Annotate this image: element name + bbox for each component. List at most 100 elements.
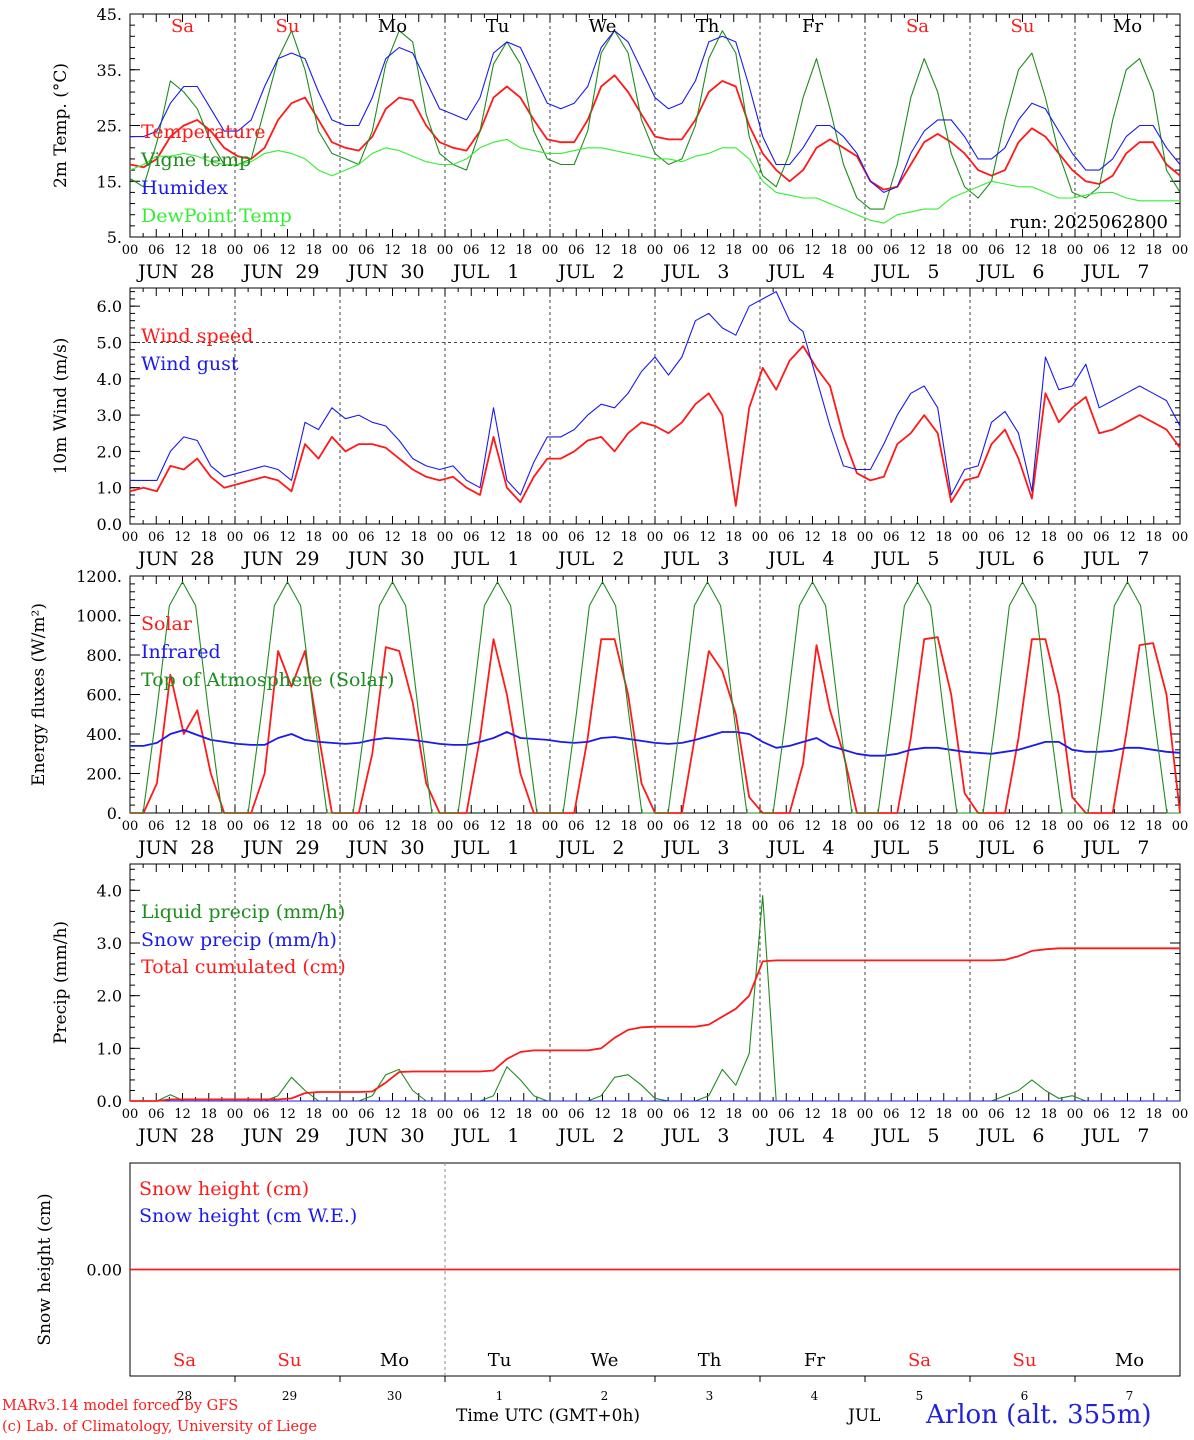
legend-entry: Snow height (cm) — [139, 1178, 309, 1200]
hour-tick-label: 18 — [1145, 243, 1162, 258]
date-label: JUN 28 — [136, 261, 215, 283]
date-label: JUL 7 — [1081, 1125, 1149, 1147]
hour-tick-label: 12 — [174, 530, 191, 545]
y-tick-label: 0.0 — [97, 515, 122, 534]
hour-tick-label: 12 — [384, 243, 401, 258]
hour-tick-label: 12 — [699, 243, 716, 258]
y-axis-label: Precip (mm/h) — [51, 921, 71, 1044]
series-vigne-temp — [129, 30, 1181, 210]
hour-tick-label: 06 — [673, 243, 690, 258]
hour-tick-label: 18 — [620, 1107, 637, 1122]
weekday-label: We — [589, 16, 617, 37]
hour-tick-label: 00 — [437, 243, 454, 258]
weekday-label: Mo — [1113, 16, 1142, 37]
date-label: JUN 28 — [136, 837, 215, 859]
series-wind-speed — [129, 345, 1181, 507]
hour-tick-label: 00 — [122, 1107, 139, 1122]
hour-tick-label: 00 — [437, 1107, 454, 1122]
date-label: JUL 6 — [976, 1125, 1044, 1147]
hour-tick-label: 18 — [725, 1107, 742, 1122]
day-number-label: 1 — [496, 1389, 504, 1403]
date-label: JUL 2 — [556, 1125, 624, 1147]
date-label: JUL 6 — [976, 548, 1044, 570]
hour-tick-label: 12 — [279, 530, 296, 545]
hour-tick-label: 18 — [515, 243, 532, 258]
hour-tick-label: 18 — [1145, 530, 1162, 545]
y-tick-label: 3.0 — [97, 406, 122, 425]
day-number-label: 4 — [811, 1389, 819, 1403]
panel-3-frame — [129, 575, 1181, 814]
y-tick-label: 4.0 — [97, 881, 122, 900]
y-tick-label: 400. — [86, 725, 122, 744]
hour-tick-label: 12 — [1014, 1107, 1031, 1122]
date-label: JUL 1 — [451, 1125, 519, 1147]
y-tick-label: 1.0 — [97, 1039, 122, 1058]
legend-entry: Solar — [141, 613, 193, 635]
weekday-label: Mo — [378, 16, 407, 37]
footer-time-axis: Time UTC (GMT+0h) — [456, 1406, 641, 1426]
hour-tick-label: 06 — [673, 530, 690, 545]
hour-tick-label: 06 — [883, 243, 900, 258]
hour-tick-label: 06 — [358, 1107, 375, 1122]
hour-tick-label: 00 — [1067, 819, 1084, 834]
y-axis-label: 10m Wind (m/s) — [51, 338, 71, 475]
series-infrared — [130, 729, 1181, 757]
hour-tick-label: 18 — [200, 1107, 217, 1122]
panel-1-frame — [129, 13, 1181, 238]
hour-tick-label: 00 — [1067, 1107, 1084, 1122]
date-label: JUL 7 — [1081, 837, 1149, 859]
day-number-label: 3 — [706, 1389, 714, 1403]
footer-month: JUL — [848, 1406, 881, 1426]
date-label: JUL 6 — [976, 837, 1044, 859]
hour-tick-label: 12 — [489, 819, 506, 834]
hour-tick-label: 06 — [463, 243, 480, 258]
hour-tick-label: 12 — [489, 243, 506, 258]
hour-tick-label: 18 — [305, 530, 322, 545]
hour-tick-label: 18 — [620, 243, 637, 258]
hour-tick-label: 00 — [227, 530, 244, 545]
hour-tick-label: 00 — [647, 243, 664, 258]
hour-tick-label: 12 — [909, 819, 926, 834]
date-label: JUN 29 — [241, 548, 320, 570]
hour-tick-label: 12 — [594, 530, 611, 545]
hour-tick-label: 00 — [752, 819, 769, 834]
hour-tick-label: 00 — [122, 530, 139, 545]
hour-tick-label: 12 — [1014, 530, 1031, 545]
hour-tick-label: 00 — [1067, 243, 1084, 258]
day-number-label: 29 — [282, 1389, 297, 1403]
hour-tick-label: 06 — [568, 243, 585, 258]
date-label: JUL 2 — [556, 837, 624, 859]
y-tick-label: 200. — [86, 765, 122, 784]
hour-tick-label: 18 — [620, 819, 637, 834]
footer-model: MARv3.14 model forced by GFS — [2, 1398, 239, 1414]
hour-tick-label: 12 — [279, 1107, 296, 1122]
hour-tick-label: 12 — [489, 530, 506, 545]
y-axis-label: Snow height (cm) — [35, 1193, 55, 1345]
hour-tick-label: 06 — [148, 243, 165, 258]
hour-tick-label: 06 — [883, 1107, 900, 1122]
y-tick-label: 15. — [97, 172, 122, 191]
y-tick-label: 25. — [97, 117, 122, 136]
hour-tick-label: 06 — [1093, 530, 1110, 545]
hour-tick-label: 12 — [699, 530, 716, 545]
hour-tick-label: 00 — [752, 530, 769, 545]
hour-tick-label: 18 — [515, 1107, 532, 1122]
day-number-label: 6 — [1021, 1389, 1029, 1403]
hour-tick-label: 12 — [1119, 243, 1136, 258]
date-label: JUL 6 — [976, 261, 1044, 283]
hour-tick-label: 06 — [358, 243, 375, 258]
y-tick-label: 6.0 — [97, 297, 122, 316]
hour-tick-label: 06 — [253, 819, 270, 834]
day-number-label: 5 — [916, 1389, 924, 1403]
legend-entry: Infrared — [141, 641, 221, 663]
hour-tick-label: 12 — [174, 819, 191, 834]
y-tick-label: 1.0 — [97, 479, 122, 498]
date-label: JUL 4 — [766, 548, 834, 570]
hour-tick-label: 18 — [200, 530, 217, 545]
hour-tick-label: 00 — [437, 530, 454, 545]
hour-tick-label: 00 — [857, 1107, 874, 1122]
hour-tick-label: 12 — [804, 530, 821, 545]
series-humidex — [130, 30, 1181, 193]
date-label: JUL 5 — [871, 261, 939, 283]
